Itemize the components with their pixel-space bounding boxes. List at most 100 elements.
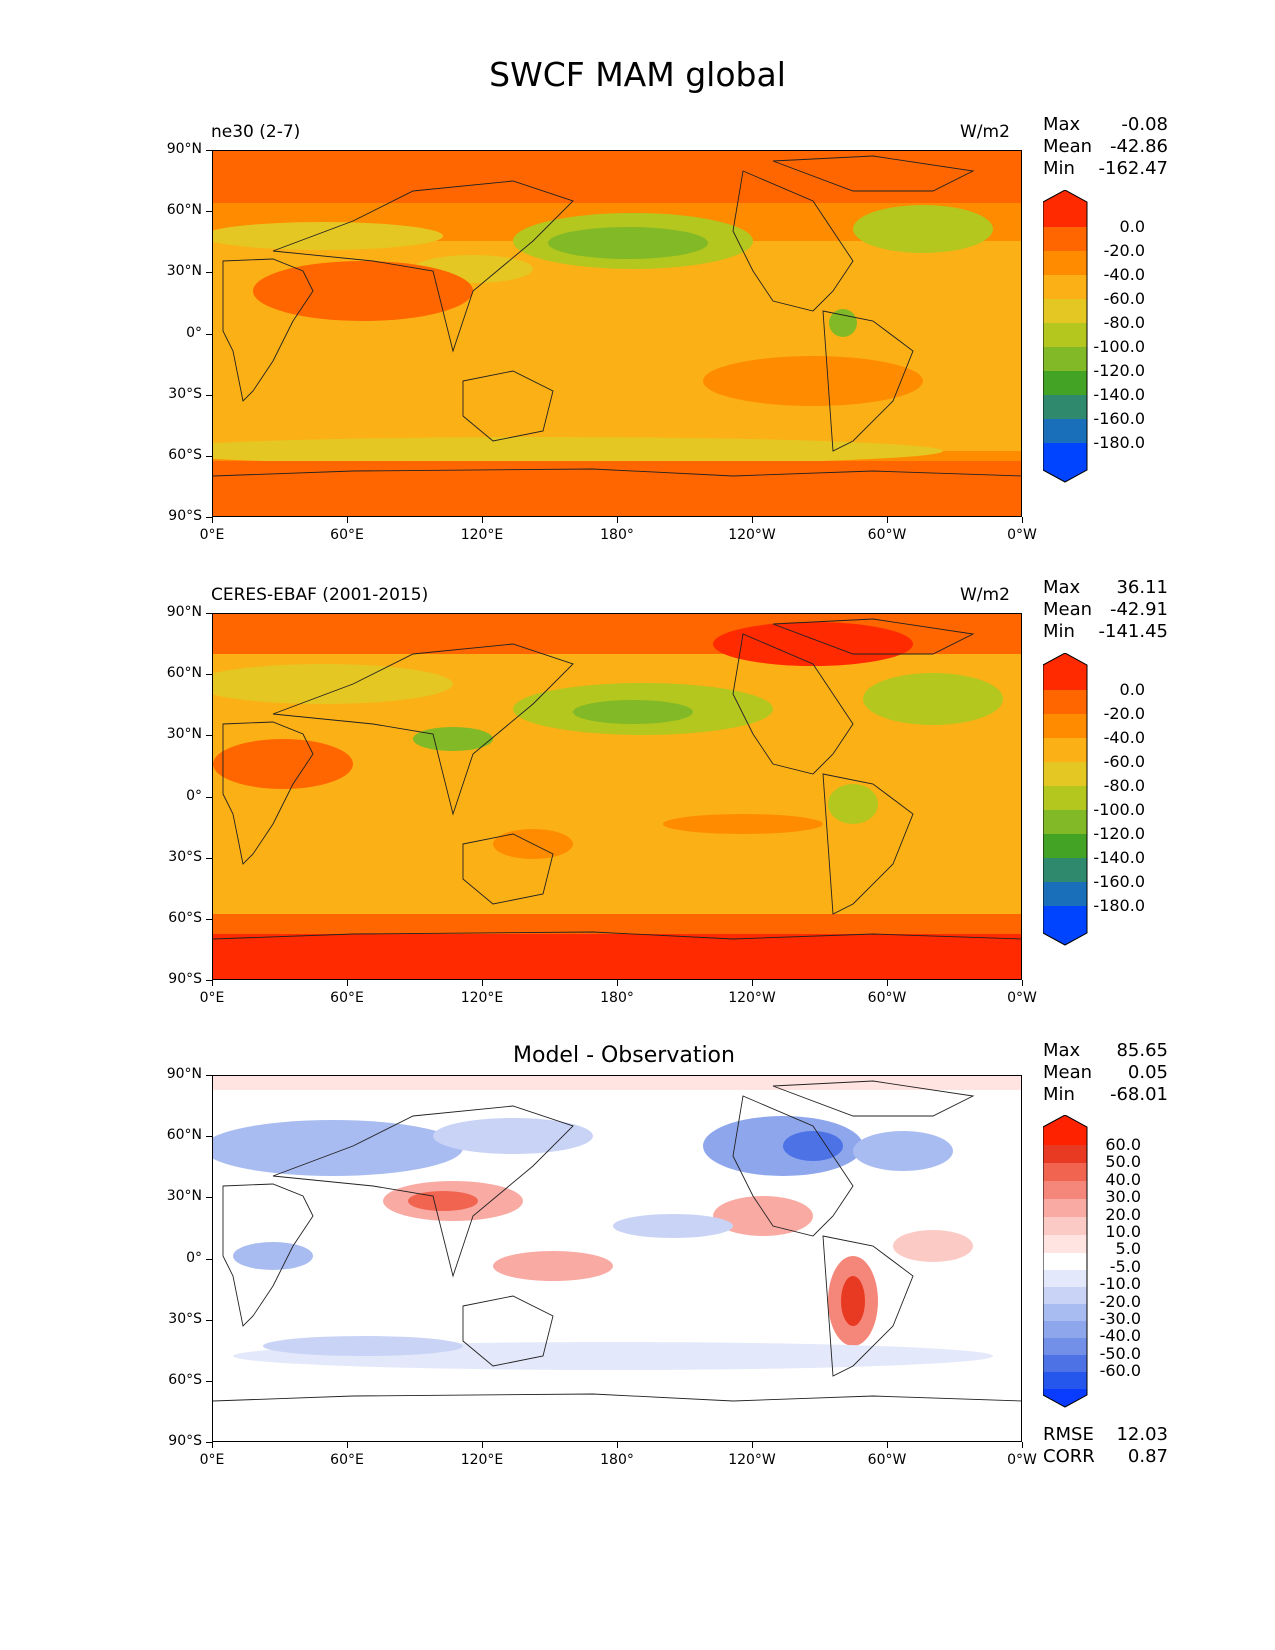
panel-1-xtick-mark [212,517,213,523]
panel-3-ytick-label: 30°S [168,1310,202,1327]
coastlines [213,155,1021,477]
panel-2-xtick-mark [887,980,888,986]
panel-2-colorbar-label: -80.0 [1103,776,1145,795]
panel-3-ytick-mark [206,1075,212,1076]
panel-3-xtick-label: 0°W [1007,1452,1037,1468]
panel-3-colorbar-label: -5.0 [1109,1256,1141,1276]
panel-2-ytick-mark [206,857,212,859]
panel-2-xtick-mark [752,980,753,986]
panel-3-ytick-mark [206,1442,212,1443]
panel-3-xtick-label: 60°W [867,1452,907,1468]
panel-2-colorbar-label: -160.0 [1093,872,1145,891]
panel-2-ytick-mark [206,918,212,920]
panel-3-colorbar-label: 20.0 [1105,1204,1141,1224]
panel-2-ytick-label: 90°S [168,971,202,987]
panel-1-colorbar-label: -60.0 [1103,289,1145,308]
panel-2-colorbar-label: 0.0 [1119,680,1145,699]
panel-2-ytick-mark [206,980,212,981]
panel-2-colorbar-label: -120.0 [1093,824,1145,843]
panel-3-ytick-mark [206,1380,212,1382]
panel-1-xtick-label: 0°W [1007,527,1037,543]
panel-2-xtick-mark [1022,980,1023,986]
panel-1-colorbar-label: 0.0 [1119,217,1145,236]
panel-1-colorbar [1043,190,1088,483]
panel-2-colorbar [1043,653,1088,946]
panel-3-map [212,1075,1022,1442]
figure-title: SWCF MAM global [489,55,786,94]
panel-3-xtick-label: 60°E [330,1452,364,1468]
panel-2-map [212,613,1022,980]
panel-1-ytick-mark [206,517,212,518]
panel-1-ytick-mark [206,394,212,396]
panel-1-xtick-label: 180° [600,527,634,543]
panel-1-ytick-mark [206,333,212,335]
panel-3-xtick-mark [482,1442,483,1448]
panel-1-ytick-mark [206,150,212,151]
panel-1-ytick-label: 60°S [168,446,202,463]
panel-1-ytick-label: 30°S [168,385,202,402]
panel-1-xtick-mark [482,517,483,523]
panel-1-ytick-mark [206,455,212,457]
panel-1-xtick-label: 120°E [460,527,504,543]
panel-3-colorbar-label: -50.0 [1099,1343,1141,1363]
panel-1-colorbar-label: -100.0 [1093,337,1145,356]
panel-3-xtick-mark [887,1442,888,1448]
panel-3-ytick-mark [206,1136,212,1138]
panel-2-colorbar-label: -180.0 [1093,896,1145,915]
panel-2-xtick-mark [347,980,348,986]
panel-1-xtick-mark [347,517,348,523]
panel-3-colorbar-label: 60.0 [1105,1135,1141,1154]
panel-2-ytick-mark [206,735,212,737]
panel-3-colorbar-label: 40.0 [1105,1169,1141,1189]
panel-2-title: CERES-EBAF (2001-2015) [211,585,429,605]
panel-3-colorbar-label: -10.0 [1099,1274,1141,1294]
panel-3-ytick-mark [206,1258,212,1260]
panel-2-ytick-label: 30°N [166,726,202,743]
panel-3-colorbar-label: 10.0 [1105,1222,1141,1241]
panel-3-colorbar-label: -40.0 [1099,1326,1141,1346]
panel-2-xtick-mark [617,980,618,986]
panel-1-colorbar-label: -140.0 [1093,385,1145,404]
panel-3-ytick-label: 90°N [166,1066,202,1082]
panel-3-colorbar-label: -30.0 [1099,1309,1141,1328]
panel-3-xtick-label: 0°E [199,1452,225,1468]
panel-1-ytick-label: 0° [186,324,202,341]
panel-2-colorbar-label: -100.0 [1093,800,1145,819]
panel-3-ytick-label: 60°N [166,1127,202,1144]
panel-1-ytick-label: 90°N [166,141,202,157]
panel-1-ytick-label: 30°N [166,263,202,280]
panel-1-colorbar-label: -120.0 [1093,361,1145,380]
panel-1-xtick-mark [887,517,888,523]
panel-3-xtick-mark [752,1442,753,1448]
panel-3-ytick-label: 0° [186,1249,202,1266]
panel-1-xtick-label: 60°W [867,527,907,543]
panel-2-colorbar-label: -20.0 [1103,704,1145,723]
panel-3-colorbar-label: 50.0 [1105,1152,1141,1172]
panel-2-xtick-label: 120°E [460,990,504,1006]
panel-3-xtick-mark [1022,1442,1023,1448]
panel-2-xtick-label: 120°W [728,990,776,1006]
panel-2-ytick-mark [206,613,212,614]
panel-1-xtick-mark [752,517,753,523]
panel-1-ytick-label: 60°N [166,202,202,219]
panel-3-ytick-mark [206,1197,212,1199]
panel-3-colorbar-label: -20.0 [1099,1291,1141,1311]
panel-1-ytick-label: 90°S [168,508,202,524]
panel-2-ytick-label: 60°N [166,665,202,682]
panel-1-units: W/m2 [960,122,1010,142]
panel-1-ytick-mark [206,272,212,274]
panel-3-ytick-label: 90°S [168,1433,202,1449]
panel-3-title: Model - Observation [513,1043,735,1068]
panel-1-map [212,150,1022,517]
panel-2-colorbar-label: -40.0 [1103,728,1145,747]
panel-2-ytick-mark [206,674,212,676]
panel-3-colorbar-label: 30.0 [1105,1187,1141,1207]
panel-1-colorbar-label: -180.0 [1093,433,1145,452]
panel-3-ytick-label: 30°N [166,1188,202,1205]
panel-2-xtick-label: 60°W [867,990,907,1006]
panel-2-xtick-mark [212,980,213,986]
panel-2-ytick-label: 90°N [166,604,202,620]
panel-1-xtick-mark [1022,517,1023,523]
panel-3-xtick-label: 180° [600,1452,634,1468]
panel-3-ytick-mark [206,1319,212,1321]
